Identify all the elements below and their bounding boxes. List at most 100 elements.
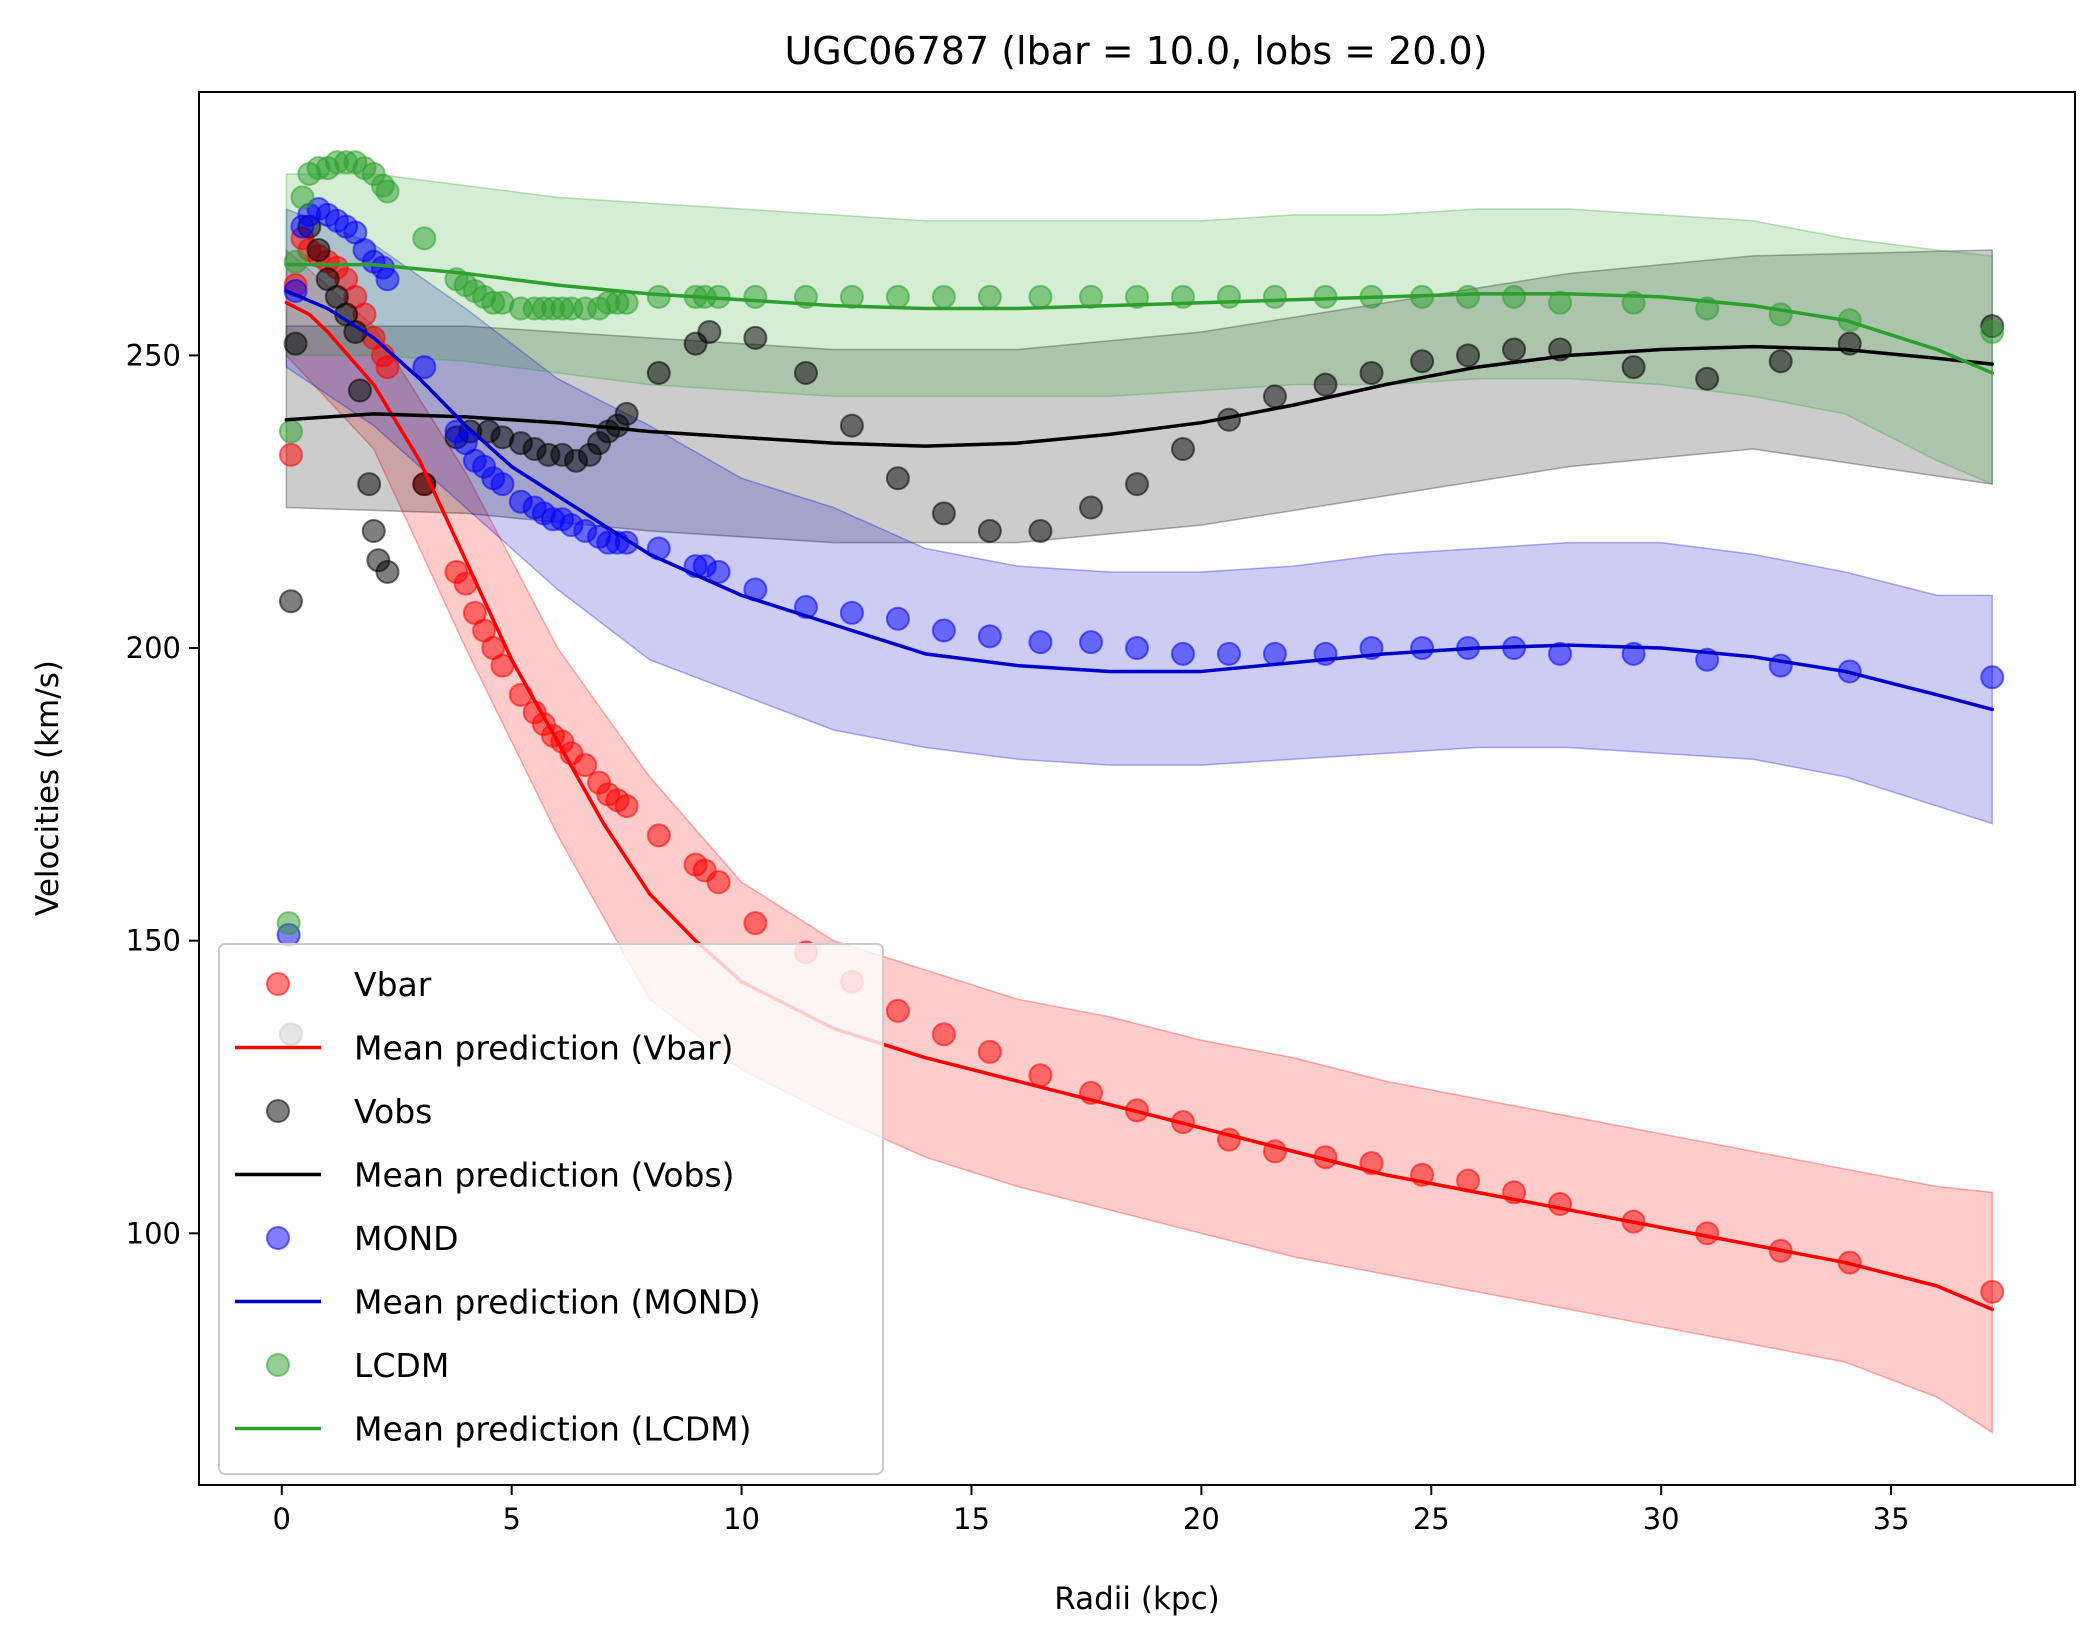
data-point — [1768, 653, 1793, 678]
data-point — [706, 559, 731, 584]
data-point — [278, 419, 303, 444]
y-tick-label: 150 — [126, 924, 181, 958]
data-point — [1768, 302, 1793, 327]
band-mean-prediction-vobs — [285, 249, 1993, 544]
axes: 0 5 10 15 20 25 30 35 100 150 200 250 — [126, 91, 2076, 1536]
legend-marker — [266, 1226, 290, 1250]
legend-marker — [266, 1353, 290, 1377]
legend-label: Mean prediction (MOND) — [354, 1283, 761, 1322]
data-point — [614, 401, 639, 426]
data-point — [977, 284, 1002, 309]
y-tick-label: 100 — [126, 1216, 181, 1250]
y-tick-label: 250 — [126, 338, 181, 372]
data-point — [885, 606, 910, 631]
legend-label: Vbar — [354, 965, 432, 1004]
axes-frame — [198, 91, 2076, 1486]
data-point — [1028, 1063, 1053, 1088]
data-point — [743, 911, 768, 936]
data-point — [347, 378, 372, 403]
legend-entry-mean-prediction-vbar: Mean prediction (Vbar) — [235, 1029, 734, 1068]
data-point — [646, 823, 671, 848]
data-point — [1028, 518, 1053, 543]
data-point — [1216, 641, 1241, 666]
legend-entry-mean-prediction-lcdm: Mean prediction (LCDM) — [235, 1410, 752, 1449]
data-point — [1456, 343, 1481, 368]
data-point — [375, 267, 400, 292]
data-point — [1262, 384, 1287, 409]
data-point — [646, 360, 671, 385]
data-point — [1695, 366, 1720, 391]
data-point — [839, 413, 864, 438]
legend-entry-vbar: Vbar — [266, 965, 432, 1004]
data-point — [1028, 284, 1053, 309]
data-point — [357, 472, 382, 497]
x-tick-label: 20 — [1183, 1502, 1220, 1536]
data-point — [1456, 284, 1481, 309]
data-point — [1980, 665, 2005, 690]
legend-entry-lcdm: LCDM — [266, 1346, 449, 1385]
data-point — [375, 179, 400, 204]
data-point — [931, 284, 956, 309]
data-point — [1502, 337, 1527, 362]
data-point — [931, 618, 956, 643]
data-point — [793, 360, 818, 385]
data-point — [1548, 290, 1573, 315]
data-point — [290, 185, 315, 210]
data-point — [283, 331, 308, 356]
data-point — [839, 600, 864, 625]
data-point — [375, 559, 400, 584]
x-tick-label: 25 — [1413, 1502, 1450, 1536]
legend-marker — [266, 972, 290, 996]
x-tick-label: 0 — [273, 1502, 291, 1536]
data-point — [1980, 319, 2005, 344]
data-point — [306, 238, 331, 263]
data-point — [1028, 630, 1053, 655]
data-point — [1768, 349, 1793, 374]
data-point — [614, 290, 639, 315]
legend-entry-mond: MOND — [266, 1219, 459, 1258]
mean-prediction-lines — [284, 262, 1994, 1312]
x-tick-label: 35 — [1873, 1502, 1910, 1536]
line-mean-prediction-mond — [284, 289, 1994, 712]
points-vobs — [278, 214, 2005, 1047]
legend-marker — [266, 1099, 290, 1123]
data-point — [931, 1022, 956, 1047]
data-point — [1079, 495, 1104, 520]
data-point — [931, 501, 956, 526]
data-point — [1216, 284, 1241, 309]
band-mean-prediction-mond — [285, 207, 1993, 825]
x-tick-label: 5 — [502, 1502, 520, 1536]
line-mean-prediction-lcdm — [284, 262, 1994, 375]
data-point — [1079, 630, 1104, 655]
data-point — [646, 284, 671, 309]
data-point — [706, 870, 731, 895]
data-point — [375, 355, 400, 380]
data-point — [276, 911, 301, 936]
data-point — [278, 442, 303, 467]
y-axis-label: Velocities (km/s) — [30, 660, 66, 916]
data-point — [977, 624, 1002, 649]
data-point — [743, 325, 768, 350]
band-mean-prediction-lcdm — [285, 173, 1993, 486]
x-tick-label: 15 — [953, 1502, 990, 1536]
data-point — [1125, 284, 1149, 309]
x-tick-label: 30 — [1643, 1502, 1680, 1536]
legend-label: LCDM — [354, 1346, 449, 1385]
plot-area — [276, 150, 2005, 1434]
data-point — [1410, 636, 1435, 661]
data-point — [1313, 372, 1338, 397]
data-point — [1262, 641, 1287, 666]
y-tick-label: 200 — [126, 631, 181, 665]
data-point — [614, 794, 639, 819]
data-point — [1548, 1192, 1573, 1217]
points-mond — [276, 197, 2005, 947]
uncertainty-bands — [285, 173, 1993, 1434]
data-point — [1548, 641, 1573, 666]
legend-label: Vobs — [354, 1092, 432, 1131]
data-point — [1410, 349, 1435, 374]
data-point — [1502, 284, 1527, 309]
data-point — [490, 472, 515, 497]
legend: Vbar Mean prediction (Vbar) Vobs Mean predi… — [218, 943, 884, 1475]
data-point — [412, 226, 437, 251]
